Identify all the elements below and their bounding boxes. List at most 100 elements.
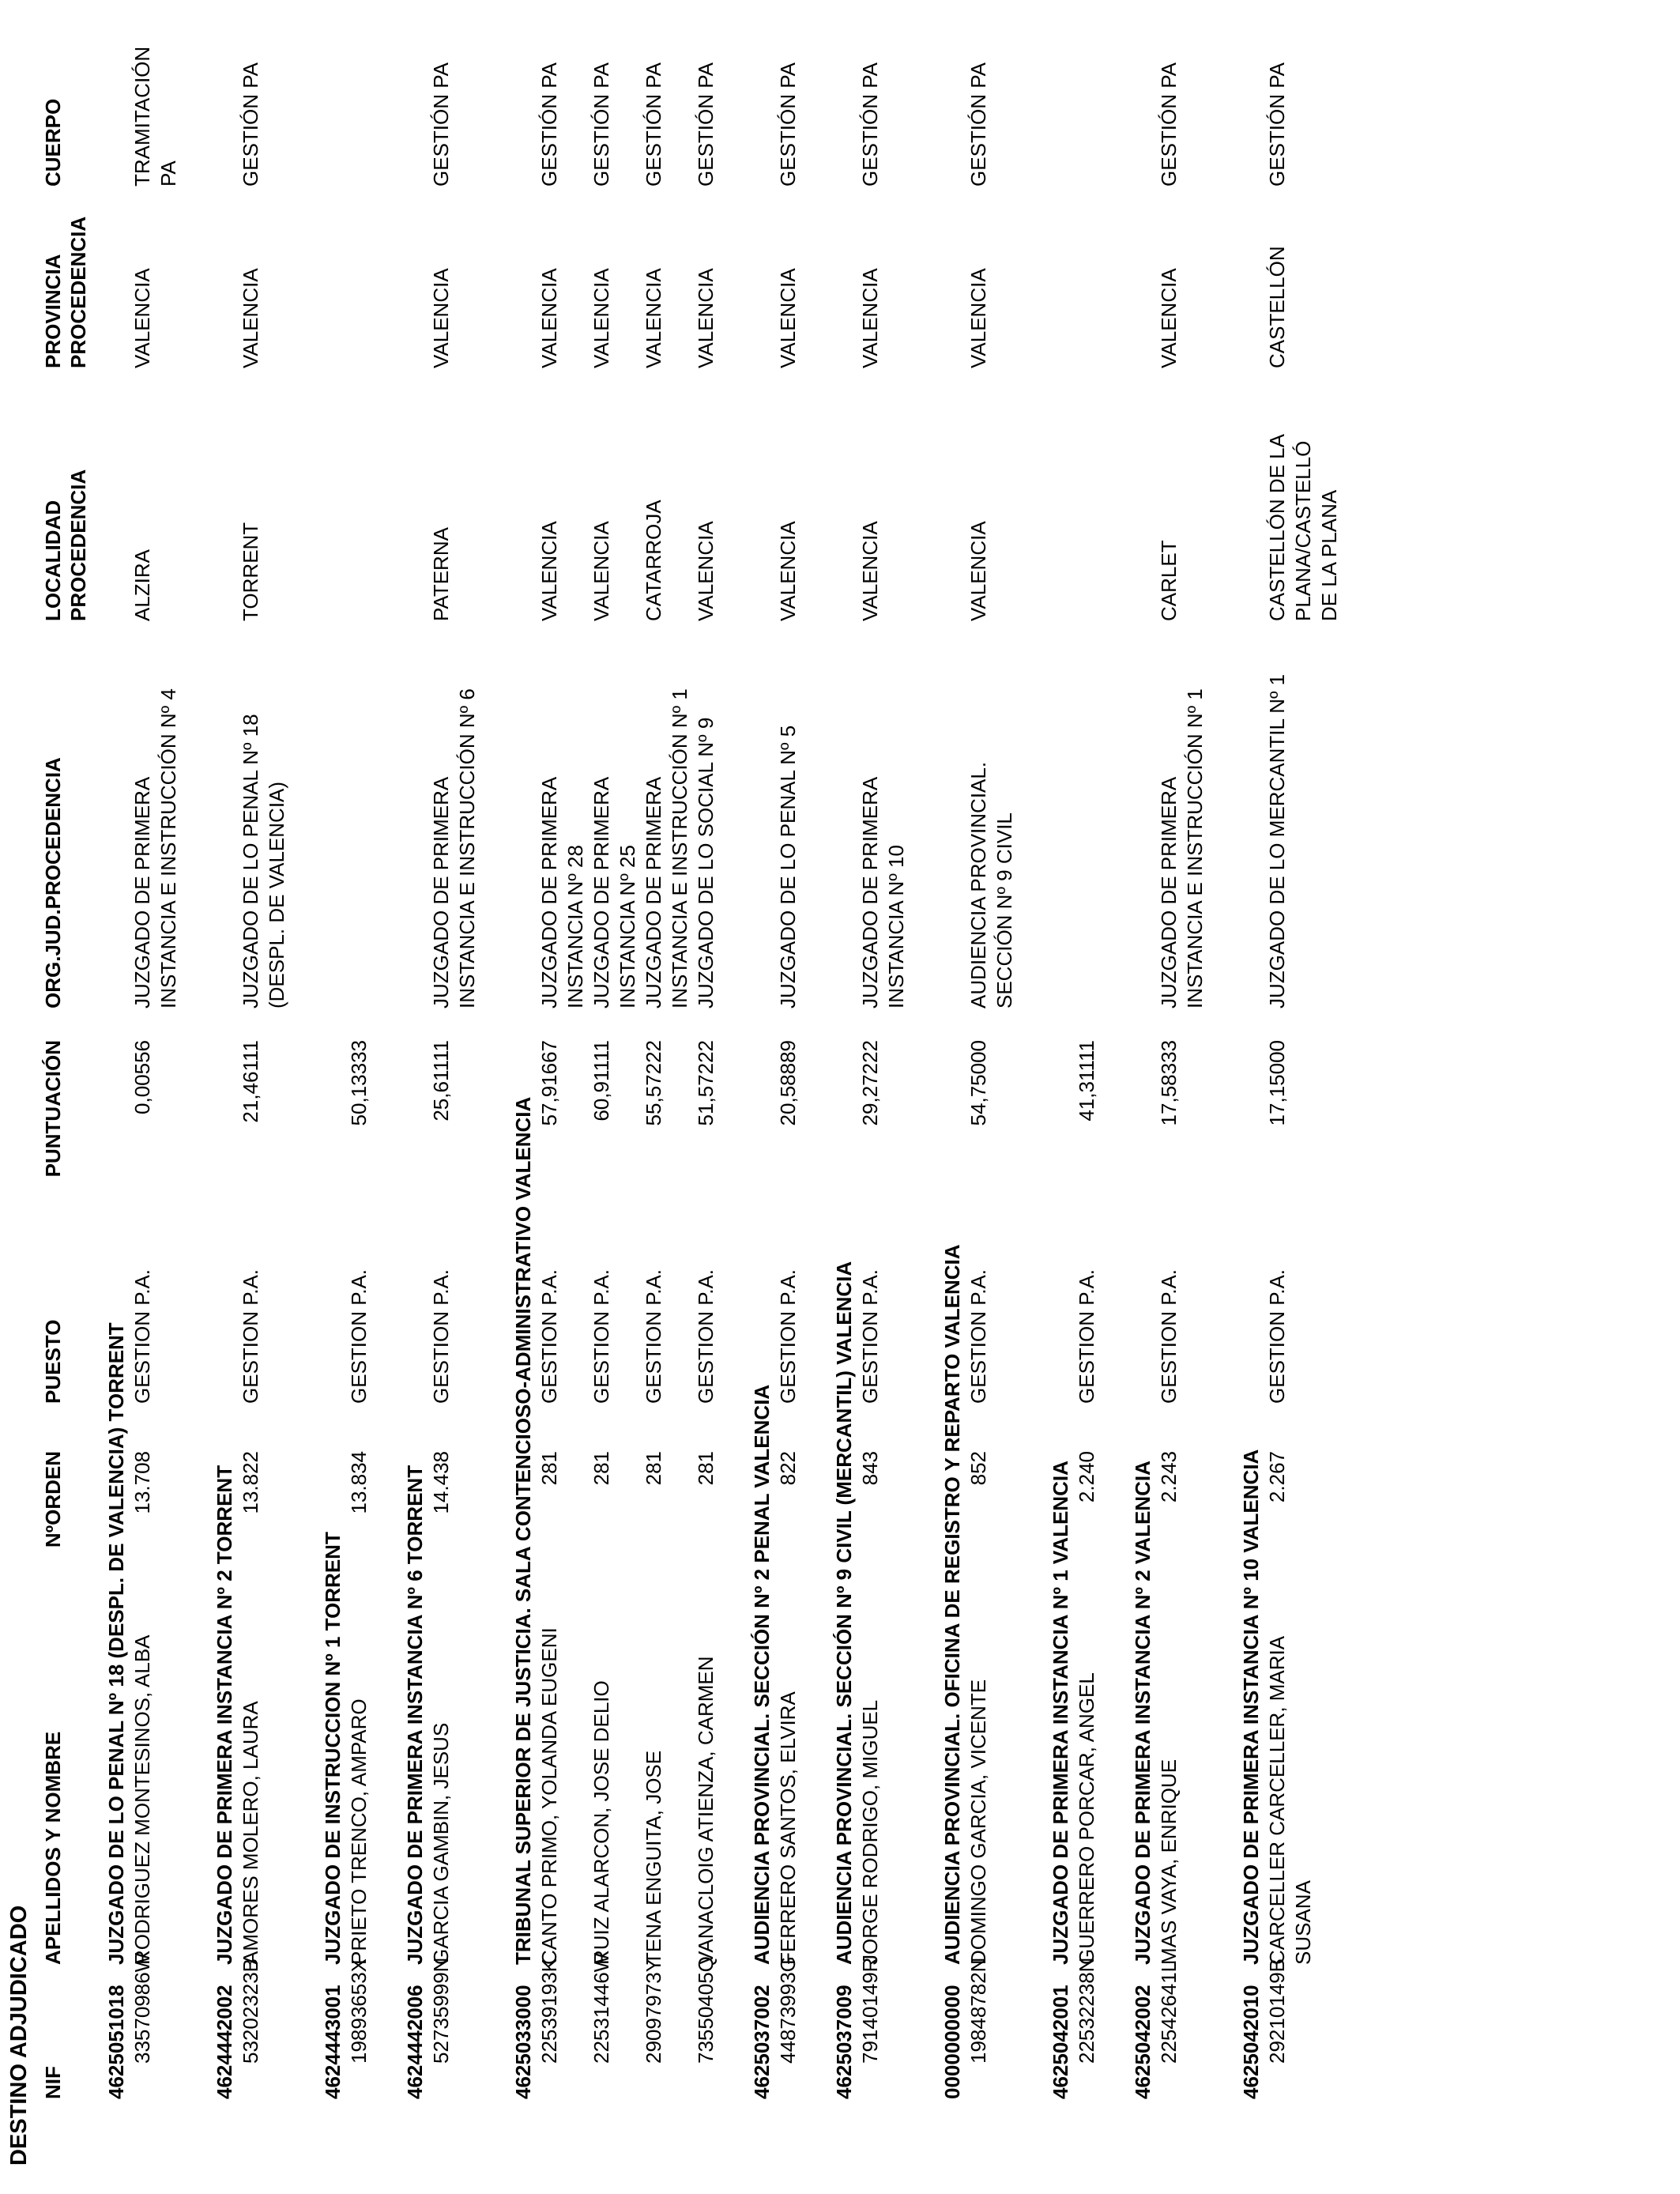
cell-provincia: VALENCIA bbox=[966, 268, 990, 368]
cell-org: JUZGADO DE PRIMERA INSTANCIA E INSTRUCCI… bbox=[642, 688, 691, 1008]
group-section: 0000000000 AUDIENCIA PROVINCIAL. OFICINA … bbox=[940, 0, 1018, 2194]
cell-puesto: GESTION P.A. bbox=[1265, 1269, 1289, 1404]
cell-org: JUZGADO DE LO PENAL Nº 5 bbox=[776, 725, 800, 1008]
group-code: 4625037002 bbox=[750, 1985, 774, 2099]
cell-orden: 281 bbox=[694, 1451, 718, 1486]
group-title: TRIBUNAL SUPERIOR DE JUSTICIA. SALA CONT… bbox=[511, 1096, 535, 1965]
cell-nif: 22531446W bbox=[590, 1952, 613, 2064]
cell-org: JUZGADO DE LO MERCANTIL Nº 1 bbox=[1265, 673, 1289, 1008]
group-code: 4625033000 bbox=[511, 1985, 535, 2099]
cell-nif: 19893653X bbox=[347, 1958, 371, 2064]
group-code: 4625042001 bbox=[1049, 1985, 1072, 2099]
cell-localidad: VALENCIA bbox=[776, 521, 800, 621]
cell-provincia: VALENCIA bbox=[130, 268, 154, 368]
cell-provincia: VALENCIA bbox=[537, 268, 561, 368]
cell-cuerpo: GESTIÓN PA bbox=[642, 62, 665, 187]
cell-provincia: VALENCIA bbox=[429, 268, 453, 368]
cell-nombre: DOMINGO GARCIA, VICENTE bbox=[966, 1679, 990, 1965]
cell-orden: 852 bbox=[966, 1451, 990, 1486]
cell-orden: 13.834 bbox=[347, 1451, 371, 1514]
cell-nombre: CANTO PRIMO, YOLANDA EUGENI bbox=[537, 1627, 561, 1965]
cell-nombre: AMORES MOLERO, LAURA bbox=[239, 1701, 262, 1965]
cell-nif: 52735999N bbox=[429, 1957, 453, 2064]
cell-puntuacion: 29,27222 bbox=[858, 1040, 882, 1126]
table-header: NIF APELLIDOS Y NOMBRE NºORDEN PUESTO PU… bbox=[40, 0, 91, 2194]
cell-orden: 281 bbox=[590, 1451, 613, 1486]
table-row: 73550405Q VANACLOIG ATIENZA, CARMEN 281 GES… bbox=[693, 0, 719, 2194]
cell-orden: 281 bbox=[537, 1451, 561, 1486]
table-row: 22532238N GUERRERO PORCAR, ANGEL 2.240 GEST… bbox=[1074, 0, 1100, 2194]
cell-org: JUZGADO DE LO SOCIAL Nº 9 bbox=[694, 717, 718, 1008]
cell-provincia: VALENCIA bbox=[776, 268, 800, 368]
group-title: JUZGADO DE LO PENAL Nº 18 (DESPL. DE VAL… bbox=[104, 1322, 128, 1965]
cell-nombre: JORGE RODRIGO, MIGUEL bbox=[858, 1699, 882, 1965]
cell-org: JUZGADO DE PRIMERA INSTANCIA E INSTRUCCI… bbox=[1157, 688, 1207, 1008]
cell-localidad: VALENCIA bbox=[537, 521, 561, 621]
group-code: 4624443001 bbox=[321, 1985, 345, 2099]
group-section: 4625033000 TRIBUNAL SUPERIOR DE JUSTICIA.… bbox=[510, 0, 719, 2194]
group-title: JUZGADO DE PRIMERA INSTANCIA Nº 1 VALENC… bbox=[1049, 1461, 1072, 1965]
table-row: 53202323B AMORES MOLERO, LAURA 13.822 GESTI… bbox=[238, 0, 290, 2194]
group-code: 4624442002 bbox=[213, 1985, 236, 2099]
cell-localidad: VALENCIA bbox=[590, 521, 613, 621]
group-code: 4625037009 bbox=[832, 1985, 856, 2099]
cell-puesto: GESTION P.A. bbox=[537, 1269, 561, 1404]
group-title: JUZGADO DE PRIMERA INSTANCIA Nº 10 VALEN… bbox=[1239, 1449, 1263, 1965]
cell-org: JUZGADO DE PRIMERA INSTANCIA E INSTRUCCI… bbox=[130, 688, 180, 1008]
column-header-provincia: PROVINCIA PROCEDENCIA bbox=[41, 216, 90, 368]
cell-puntuacion: 60,91111 bbox=[590, 1040, 613, 1122]
cell-puesto: GESTION P.A. bbox=[694, 1269, 718, 1404]
cell-localidad: VALENCIA bbox=[694, 521, 718, 621]
column-header-puntuacion: PUNTUACIÓN bbox=[41, 1040, 65, 1178]
cell-cuerpo: GESTIÓN PA bbox=[537, 62, 561, 187]
group-title-row: 4625037009 AUDIENCIA PROVINCIAL. SECCIÓN … bbox=[831, 0, 857, 2194]
table-row: 33570986W RODRIGUEZ MONTESINOS, ALBA 13.70… bbox=[130, 0, 182, 2194]
cell-puesto: GESTION P.A. bbox=[966, 1269, 990, 1404]
cell-puesto: GESTION P.A. bbox=[429, 1269, 453, 1404]
table-row: 44873993G FERRERO SANTOS, ELVIRA 822 GESTIO… bbox=[775, 0, 801, 2194]
cell-nombre: RODRIGUEZ MONTESINOS, ALBA bbox=[130, 1634, 154, 1965]
cell-localidad: VALENCIA bbox=[858, 521, 882, 621]
group-section: 4625042001 JUZGADO DE PRIMERA INSTANCIA N… bbox=[1048, 0, 1100, 2194]
cell-nif: 73550405Q bbox=[694, 1956, 718, 2064]
group-title-row: 4625042010 JUZGADO DE PRIMERA INSTANCIA N… bbox=[1238, 0, 1264, 2194]
group-section: 4624442006 JUZGADO DE PRIMERA INSTANCIA N… bbox=[402, 0, 480, 2194]
cell-nif: 29210149B bbox=[1265, 1958, 1289, 2064]
cell-nombre: TENA ENGUITA, JOSE bbox=[642, 1750, 665, 1965]
group-title-row: 0000000000 AUDIENCIA PROVINCIAL. OFICINA … bbox=[940, 0, 966, 2194]
cell-cuerpo: GESTIÓN PA bbox=[239, 62, 262, 187]
cell-orden: 14.438 bbox=[429, 1451, 453, 1514]
group-section: 4625051018 JUZGADO DE LO PENAL Nº 18 (DES… bbox=[104, 0, 182, 2194]
cell-nombre: VANACLOIG ATIENZA, CARMEN bbox=[694, 1656, 718, 1965]
cell-puesto: GESTION P.A. bbox=[642, 1269, 665, 1404]
cell-org: JUZGADO DE LO PENAL Nº 18 (DESPL. DE VAL… bbox=[239, 714, 288, 1008]
cell-org: JUZGADO DE PRIMERA INSTANCIA Nº 10 bbox=[858, 776, 908, 1008]
cell-provincia: CASTELLÓN bbox=[1265, 246, 1289, 368]
cell-nombre: CARCELLER CARCELLER, MARIA SUSANA bbox=[1265, 1635, 1315, 1965]
table-row: 29097973Y TENA ENGUITA, JOSE 281 GESTION P.… bbox=[641, 0, 693, 2194]
cell-puesto: GESTION P.A. bbox=[347, 1269, 371, 1404]
group-title: JUZGADO DE INSTRUCCION Nº 1 TORRENT bbox=[321, 1532, 345, 1965]
table-row: 22542641L MAS VAYA, ENRIQUE 2.243 GESTION P… bbox=[1156, 0, 1208, 2194]
cell-nif: 44873993G bbox=[776, 1956, 800, 2064]
cell-puesto: GESTION P.A. bbox=[858, 1269, 882, 1404]
cell-orden: 281 bbox=[642, 1451, 665, 1486]
group-section: 4624442002 JUZGADO DE PRIMERA INSTANCIA N… bbox=[212, 0, 290, 2194]
column-header-org: ORG.JUD.PROCEDENCIA bbox=[41, 757, 65, 1008]
cell-localidad: PATERNA bbox=[429, 527, 453, 621]
cell-puntuacion: 0,00556 bbox=[130, 1040, 154, 1114]
cell-puntuacion: 17,15000 bbox=[1265, 1040, 1289, 1126]
group-title-row: 4625033000 TRIBUNAL SUPERIOR DE JUSTICIA.… bbox=[510, 0, 537, 2194]
cell-puntuacion: 25,61111 bbox=[429, 1040, 453, 1122]
cell-cuerpo: TRAMITACIÓN PA bbox=[130, 46, 180, 187]
group-title: JUZGADO DE PRIMERA INSTANCIA Nº 2 TORREN… bbox=[213, 1465, 236, 1965]
group-title-row: 4625042002 JUZGADO DE PRIMERA INSTANCIA N… bbox=[1130, 0, 1156, 2194]
cell-cuerpo: GESTIÓN PA bbox=[429, 62, 453, 187]
cell-puesto: GESTION P.A. bbox=[130, 1269, 154, 1404]
cell-puntuacion: 17,58333 bbox=[1157, 1040, 1181, 1126]
cell-puntuacion: 21,46111 bbox=[239, 1040, 262, 1123]
cell-nombre: FERRERO SANTOS, ELVIRA bbox=[776, 1691, 800, 1965]
group-section: 4625042002 JUZGADO DE PRIMERA INSTANCIA N… bbox=[1130, 0, 1208, 2194]
